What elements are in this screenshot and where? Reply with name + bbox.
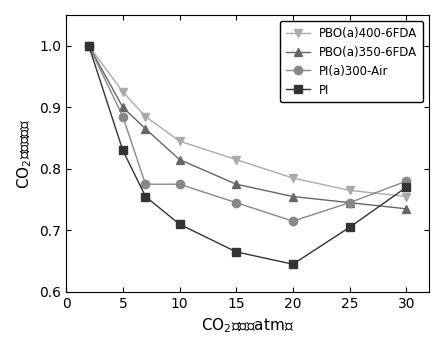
PI(a)300-Air [234, 201, 239, 205]
PBO(a)350-6FDA [347, 201, 352, 205]
PI [177, 222, 182, 226]
PI [143, 194, 148, 198]
PI [404, 185, 409, 189]
PBO(a)400-6FDA [177, 139, 182, 143]
PI [234, 250, 239, 254]
PI(a)300-Air [120, 114, 126, 119]
Line: PBO(a)400-6FDA: PBO(a)400-6FDA [85, 42, 411, 201]
PBO(a)350-6FDA [290, 194, 296, 198]
PI(a)300-Air [86, 44, 91, 48]
PBO(a)350-6FDA [404, 207, 409, 211]
PBO(a)350-6FDA [143, 127, 148, 131]
PBO(a)400-6FDA [404, 194, 409, 198]
X-axis label: CO$_2$压力（atm）: CO$_2$压力（atm） [201, 316, 294, 335]
PBO(a)400-6FDA [347, 188, 352, 193]
PI(a)300-Air [143, 182, 148, 186]
Line: PBO(a)350-6FDA: PBO(a)350-6FDA [85, 42, 411, 213]
PBO(a)400-6FDA [143, 114, 148, 119]
PI(a)300-Air [290, 219, 296, 223]
PI [86, 44, 91, 48]
Line: PI(a)300-Air: PI(a)300-Air [85, 42, 411, 225]
PI(a)300-Air [404, 179, 409, 183]
PBO(a)400-6FDA [234, 158, 239, 162]
Y-axis label: CO$_2$相对透过性: CO$_2$相对透过性 [15, 118, 34, 189]
PI(a)300-Air [347, 201, 352, 205]
PI [290, 262, 296, 266]
PBO(a)400-6FDA [86, 44, 91, 48]
PI [120, 148, 126, 153]
Legend: PBO(a)400-6FDA, PBO(a)350-6FDA, PI(a)300-Air, PI: PBO(a)400-6FDA, PBO(a)350-6FDA, PI(a)300… [280, 21, 423, 103]
PBO(a)400-6FDA [120, 90, 126, 94]
PBO(a)350-6FDA [177, 158, 182, 162]
PI(a)300-Air [177, 182, 182, 186]
PBO(a)350-6FDA [86, 44, 91, 48]
PBO(a)350-6FDA [234, 182, 239, 186]
PBO(a)350-6FDA [120, 105, 126, 110]
PBO(a)400-6FDA [290, 176, 296, 180]
Line: PI: PI [85, 42, 411, 268]
PI [347, 225, 352, 229]
